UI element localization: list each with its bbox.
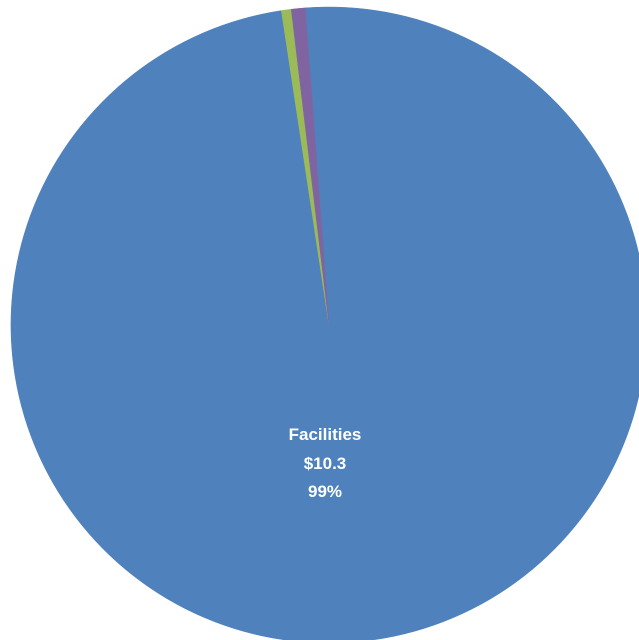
pie-slice-facilities — [10, 6, 639, 640]
slice-label-facilities-name: Facilities — [289, 425, 362, 444]
slice-label-facilities-percent: 99% — [308, 482, 342, 501]
pie-slice-slice-2 — [290, 7, 330, 326]
slice-label-facilities-value: $10.3 — [304, 454, 347, 473]
pie-labels: Facilities $10.3 99% — [289, 425, 362, 501]
pie-slices — [10, 6, 639, 640]
